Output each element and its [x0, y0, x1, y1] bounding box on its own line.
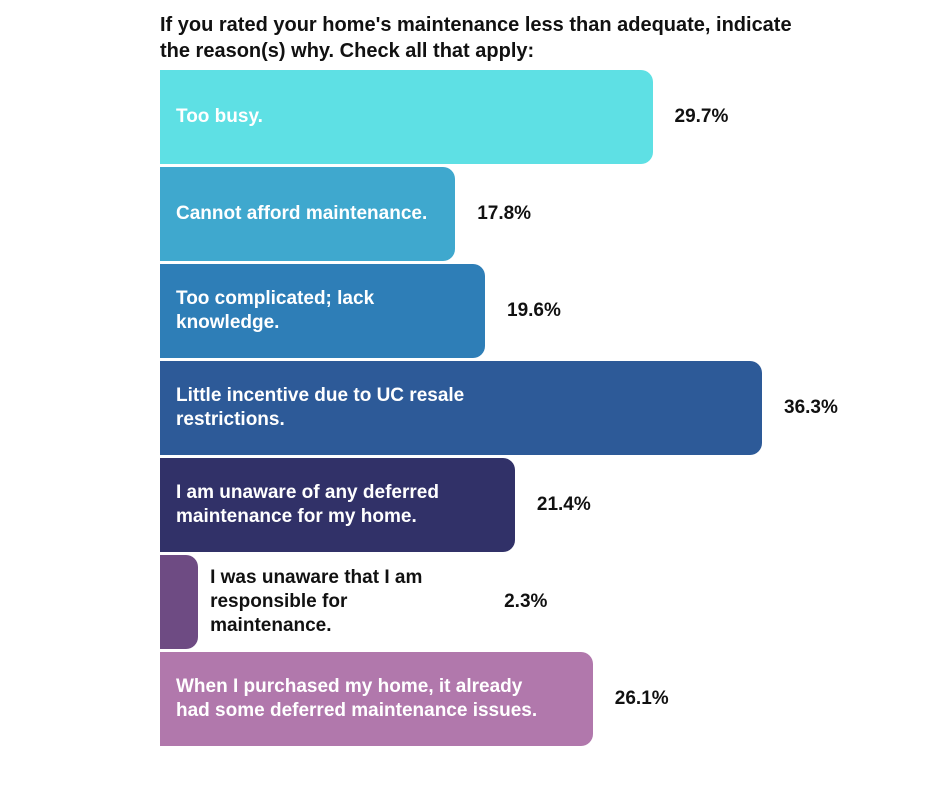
value-label: 2.3% — [504, 591, 548, 612]
bar-segment-6 — [160, 555, 199, 649]
bar-row: Cannot afford maintenance. 17.8% — [160, 167, 940, 261]
category-label: Too busy. — [176, 105, 263, 127]
bar-segment-5: I am unaware of any deferred maintenance… — [160, 458, 515, 552]
category-label: Cannot afford maintenance. — [176, 202, 428, 224]
category-label: I am unaware of any deferred maintenance… — [176, 481, 439, 527]
bar-row: I was unaware that I am responsible for … — [160, 555, 940, 649]
category-label: When I purchased my home, it already had… — [176, 675, 538, 721]
bar-segment-7: When I purchased my home, it already had… — [160, 652, 593, 746]
value-label: 26.1% — [614, 688, 669, 709]
bar-row: When I purchased my home, it already had… — [160, 652, 940, 746]
bar-row: I am unaware of any deferred maintenance… — [160, 458, 940, 552]
bar-segment-4: Little incentive due to UC resale restri… — [160, 361, 762, 455]
bar-chart-area: Too busy. 29.7% Cannot afford maintenance.… — [160, 70, 940, 746]
bar-row: Too busy. 29.7% — [160, 70, 940, 164]
category-label: Too complicated; lack knowledge. — [176, 287, 375, 333]
category-label: Little incentive due to UC resale restri… — [176, 384, 465, 430]
bar-row: Little incentive due to UC resale restri… — [160, 361, 940, 455]
bar-row: Too complicated; lack knowledge. 19.6% — [160, 264, 940, 358]
survey-bar-chart-page: If you rated your home's maintenance les… — [160, 14, 940, 746]
value-label: 19.6% — [507, 300, 561, 321]
value-label: 36.3% — [784, 397, 838, 418]
value-label: 17.8% — [477, 203, 532, 224]
bar-segment-2: Cannot afford maintenance. — [160, 167, 456, 261]
bar-segment-3: Too complicated; lack knowledge. — [160, 264, 485, 358]
bar-segment-1: Too busy. — [160, 70, 653, 164]
category-label: I was unaware that I am responsible for … — [210, 566, 423, 637]
value-label: 29.7% — [674, 106, 729, 127]
value-label: 21.4% — [536, 494, 591, 515]
chart-title: If you rated your home's maintenance les… — [160, 14, 792, 62]
